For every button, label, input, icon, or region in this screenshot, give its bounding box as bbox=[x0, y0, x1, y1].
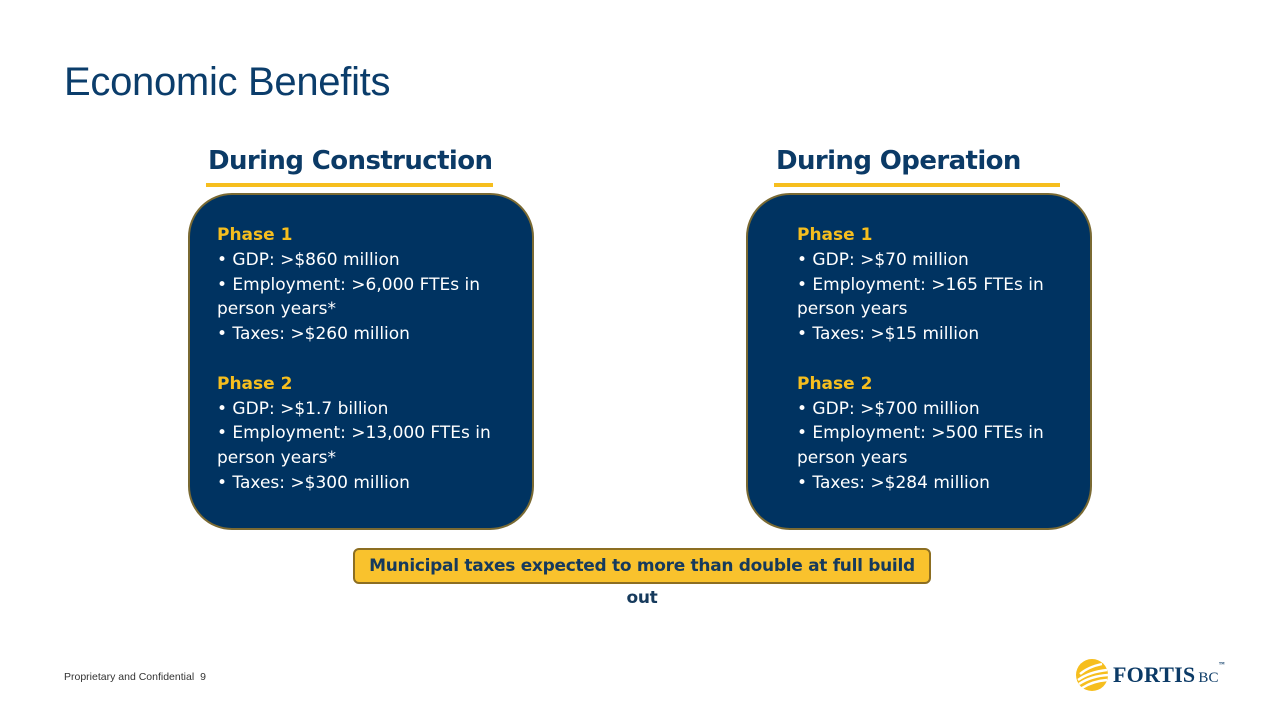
bullet-line: • GDP: >$700 million bbox=[797, 398, 980, 419]
bullet-line: • Taxes: >$284 million bbox=[797, 472, 990, 493]
construction-heading-underline bbox=[206, 183, 493, 187]
construction-heading: During Construction bbox=[208, 146, 493, 176]
operation-card: Phase 1 • GDP: >$70 million • Employment… bbox=[746, 193, 1092, 530]
phase-label: Phase 2 bbox=[797, 373, 873, 394]
logo-wordmark: FORTIS BC ™ bbox=[1113, 662, 1225, 688]
bullet-line: person years bbox=[797, 448, 908, 469]
bullet-line: • Employment: >6,000 FTEs in bbox=[217, 274, 480, 295]
phase-label: Phase 2 bbox=[217, 373, 293, 394]
logo-trademark: ™ bbox=[1218, 662, 1225, 668]
bullet-line: • Employment: >500 FTEs in bbox=[797, 423, 1044, 444]
operation-heading: During Operation bbox=[776, 146, 1021, 176]
logo-suffix: BC bbox=[1198, 670, 1219, 686]
bullet-line: person years* bbox=[217, 299, 336, 320]
bullet-line: person years bbox=[797, 299, 908, 320]
operation-heading-underline bbox=[774, 183, 1060, 187]
municipal-taxes-callout: Municipal taxes expected to more than do… bbox=[353, 548, 931, 608]
bullet-line: • GDP: >$860 million bbox=[217, 249, 400, 270]
fortis-sun-icon bbox=[1076, 659, 1109, 691]
bullet-line: • Taxes: >$260 million bbox=[217, 324, 410, 345]
bullet-line: • GDP: >$1.7 billion bbox=[217, 398, 389, 419]
slide-title: Economic Benefits bbox=[64, 60, 391, 104]
spacer bbox=[217, 347, 512, 372]
construction-card: Phase 1 • GDP: >$860 million • Employmen… bbox=[188, 193, 534, 530]
bullet-line: • Taxes: >$15 million bbox=[797, 324, 980, 345]
bullet-line: • GDP: >$70 million bbox=[797, 249, 969, 270]
bullet-line: • Employment: >165 FTEs in bbox=[797, 274, 1044, 295]
phase-label: Phase 1 bbox=[217, 225, 293, 245]
fortisbc-logo: FORTIS BC ™ bbox=[1075, 658, 1225, 692]
spacer bbox=[797, 347, 1070, 372]
bullet-line: • Taxes: >$300 million bbox=[217, 472, 410, 493]
bullet-line: person years* bbox=[217, 448, 336, 469]
page-number: 9 bbox=[200, 671, 207, 683]
logo-name: FORTIS bbox=[1113, 662, 1196, 687]
bullet-line: • Employment: >13,000 FTEs in bbox=[217, 423, 491, 444]
phase-label: Phase 1 bbox=[797, 225, 873, 245]
footer: Proprietary and Confidential 9 bbox=[64, 671, 206, 683]
confidential-notice: Proprietary and Confidential bbox=[64, 671, 195, 683]
